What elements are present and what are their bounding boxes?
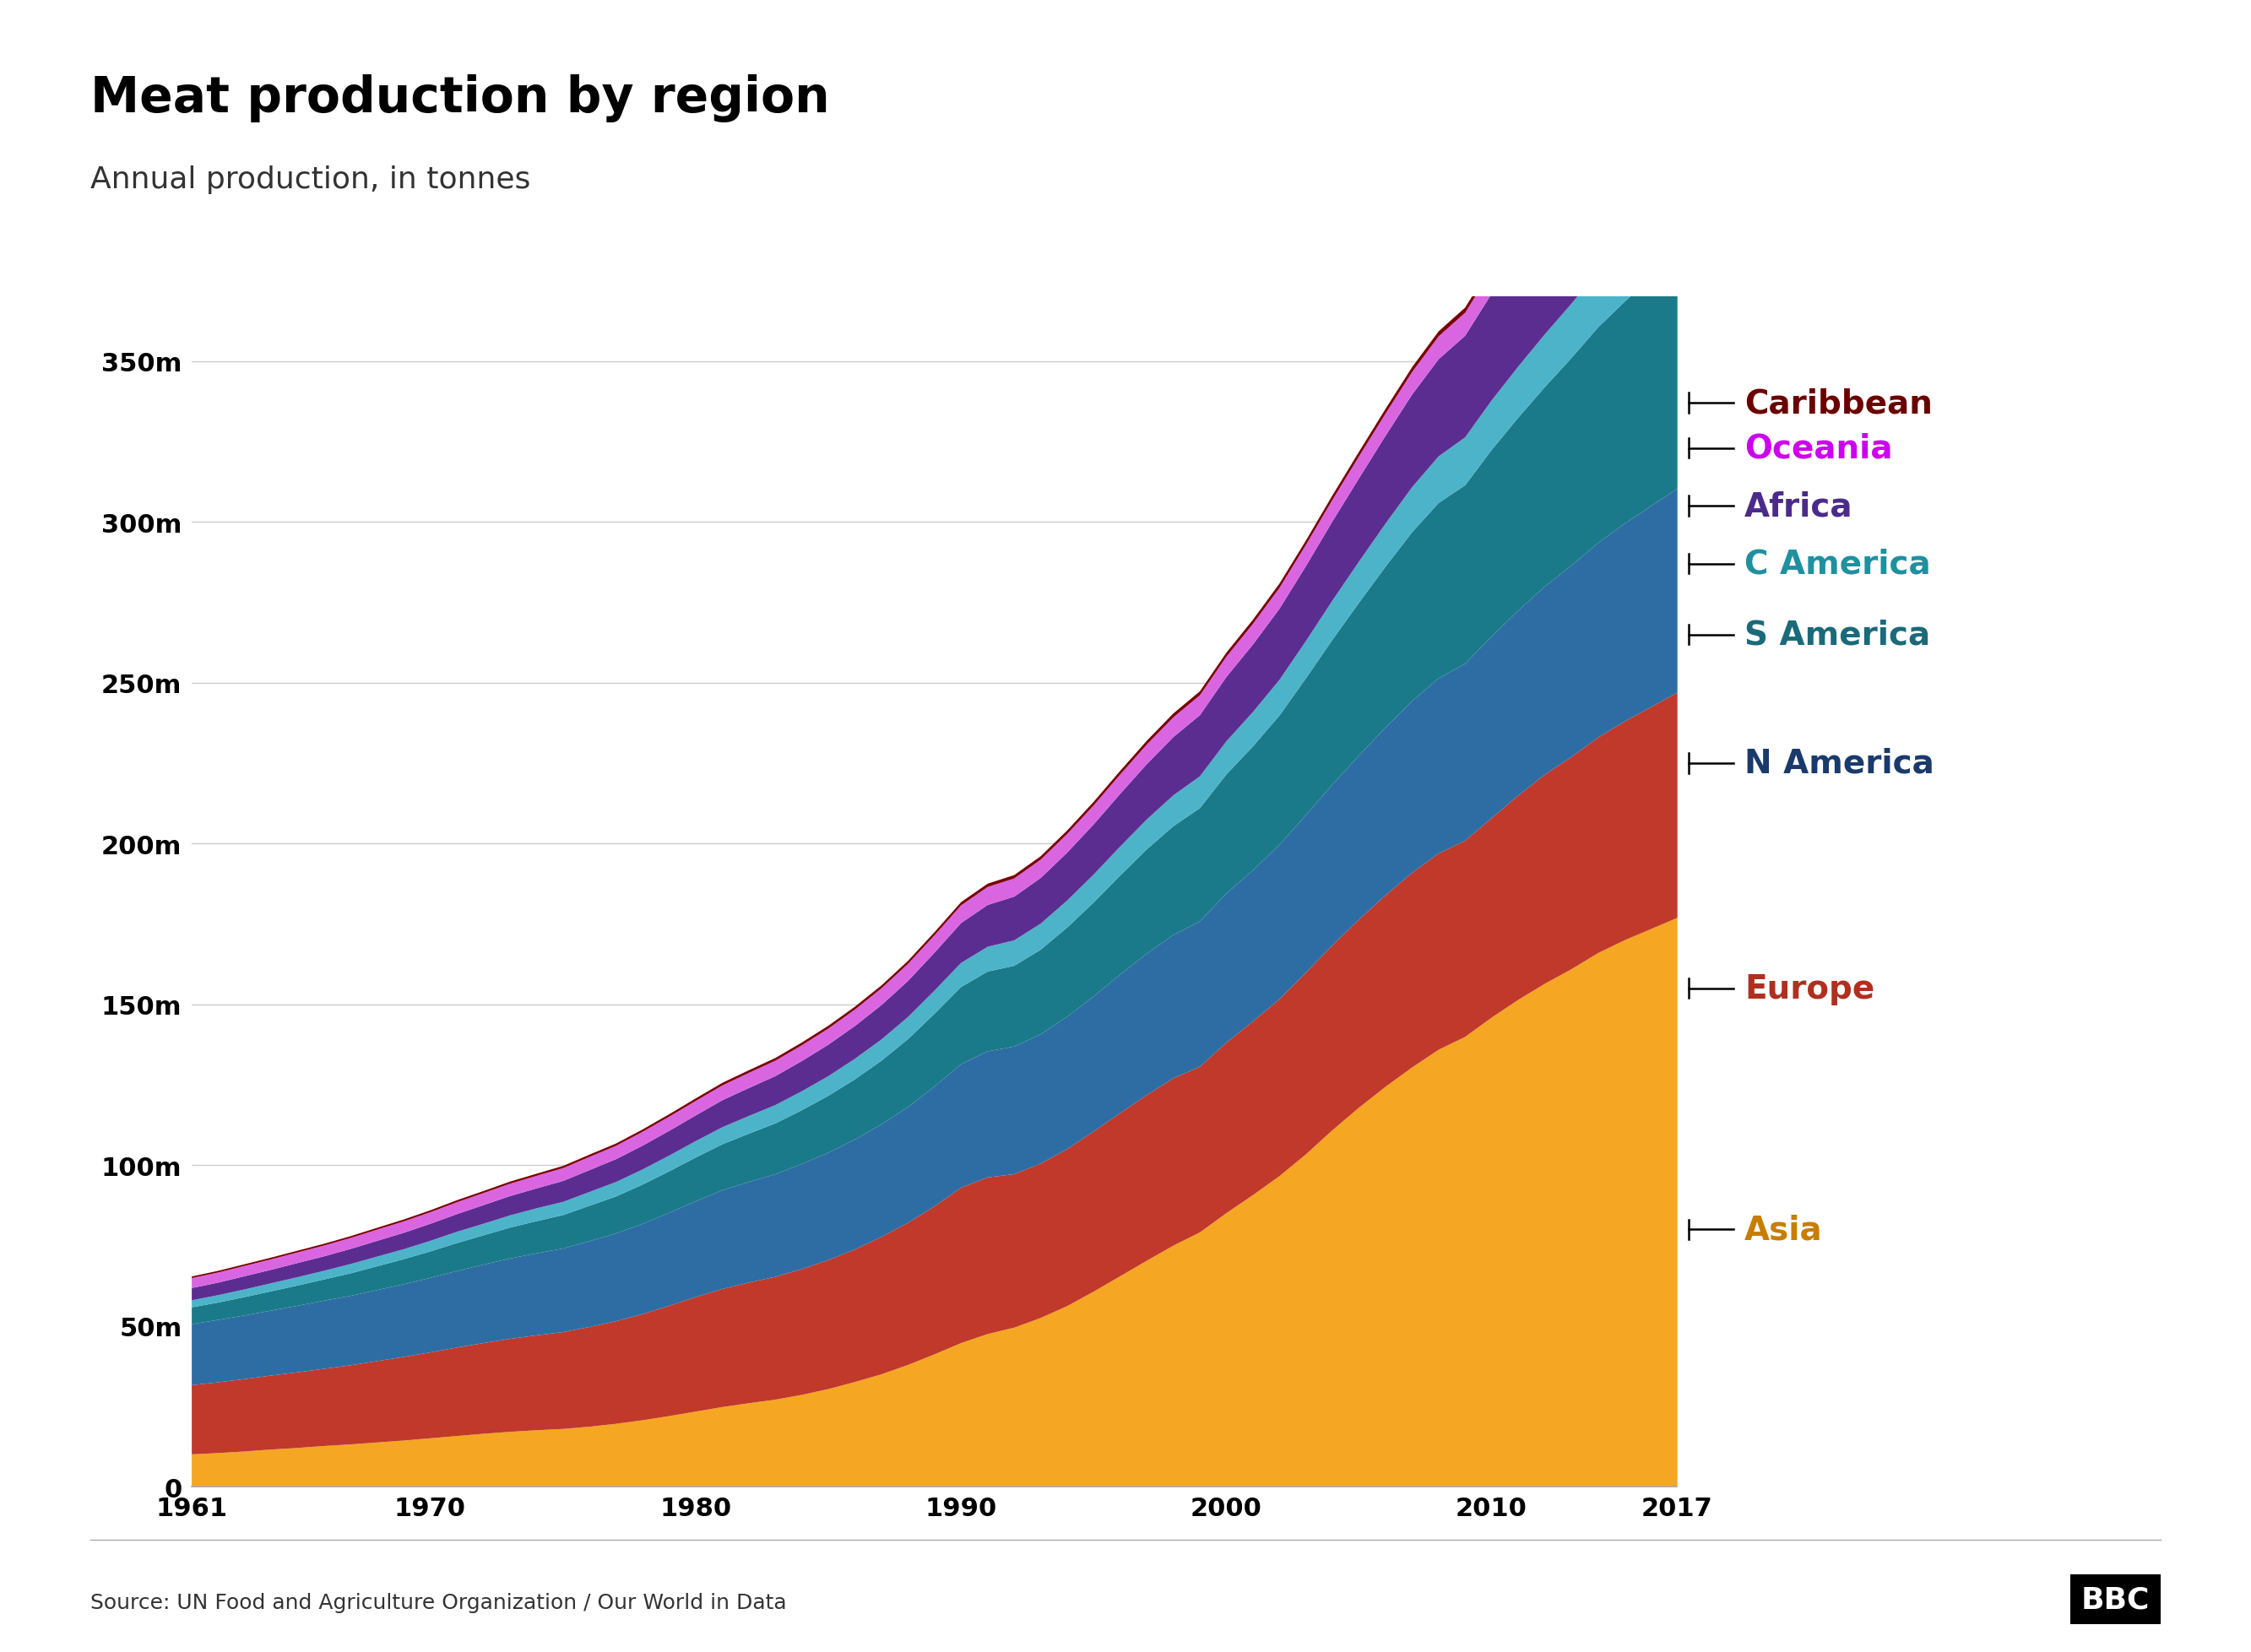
Text: Annual production, in tonnes: Annual production, in tonnes <box>90 165 531 193</box>
Text: Asia: Asia <box>1745 1214 1823 1246</box>
Text: N America: N America <box>1745 747 1934 780</box>
Text: C America: C America <box>1745 548 1931 580</box>
Text: S America: S America <box>1745 620 1931 651</box>
Text: Europe: Europe <box>1745 973 1875 1004</box>
Text: Oceania: Oceania <box>1745 433 1893 464</box>
Text: BBC: BBC <box>2080 1584 2150 1614</box>
Text: Caribbean: Caribbean <box>1745 388 1934 420</box>
Text: Africa: Africa <box>1745 491 1853 522</box>
Text: Meat production by region: Meat production by region <box>90 74 828 122</box>
Text: Source: UN Food and Agriculture Organization / Our World in Data: Source: UN Food and Agriculture Organiza… <box>90 1593 786 1612</box>
